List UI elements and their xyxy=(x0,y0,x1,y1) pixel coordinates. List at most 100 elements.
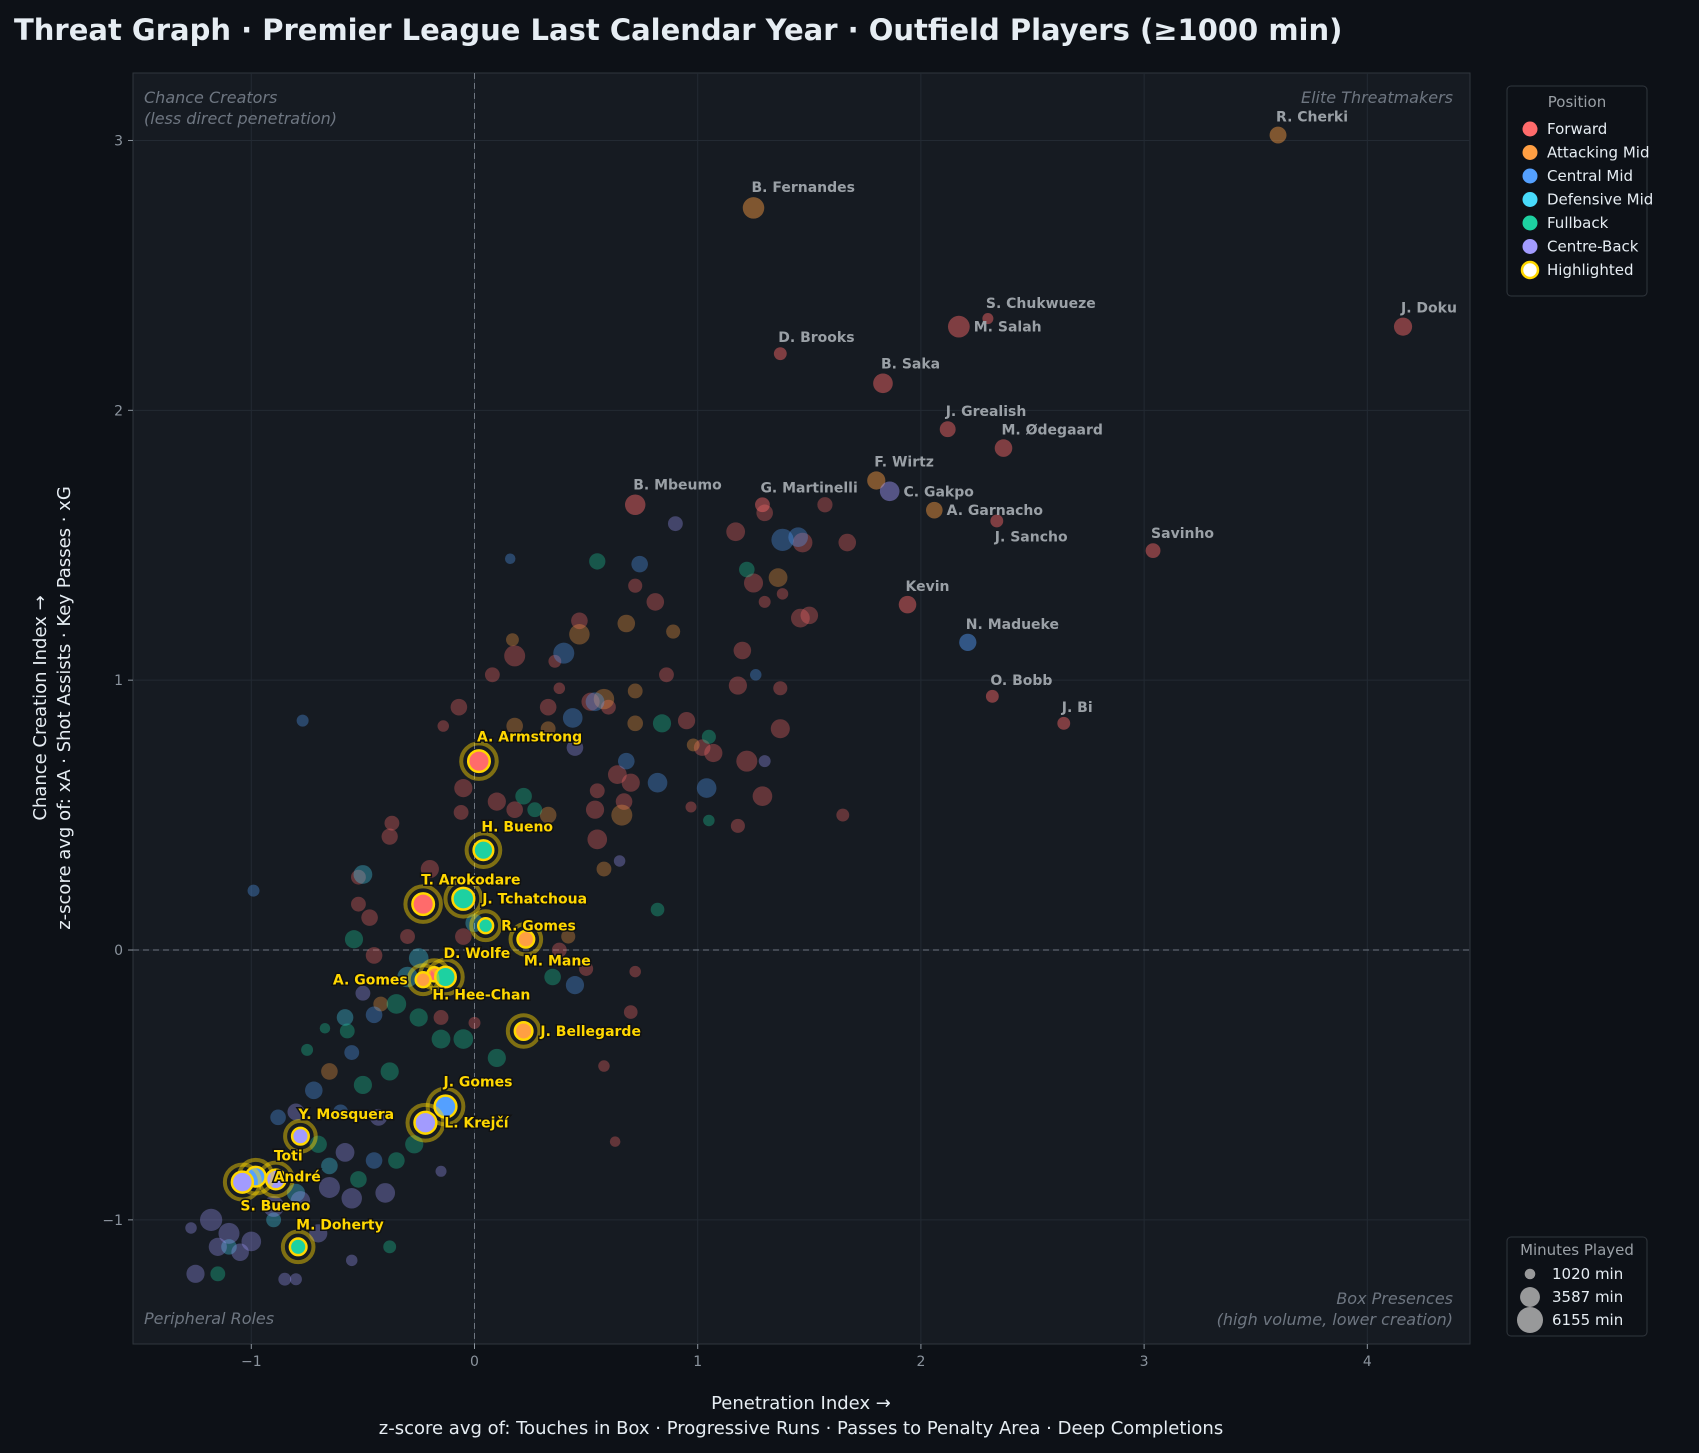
player-point xyxy=(397,966,418,988)
highlighted-player-label: D. Wolfe xyxy=(443,946,510,962)
legend-marker-centre-back xyxy=(1522,239,1538,254)
position-legend: Position Forward Attacking Mid Central Mid D… xyxy=(1506,85,1653,297)
player-label: S. Chukwueze xyxy=(986,296,1096,312)
player-point xyxy=(728,676,747,695)
quadrant-label-bottom-left: Peripheral Roles xyxy=(144,1309,274,1328)
player-point xyxy=(704,743,723,763)
highlighted-player-point xyxy=(451,886,476,911)
labeled-player-point xyxy=(1145,543,1161,559)
player-point xyxy=(365,1152,383,1169)
player-point xyxy=(351,869,366,885)
player-point xyxy=(290,1191,311,1211)
player-point xyxy=(562,708,583,728)
legend-label: Highlighted xyxy=(1547,261,1633,279)
minutes-legend: Minutes Played 1020 min 3587 min 6155 min xyxy=(1506,1236,1648,1337)
legend-marker-central-mid xyxy=(1522,168,1538,184)
legend-box xyxy=(1506,85,1648,297)
player-point xyxy=(617,752,635,770)
player-point xyxy=(381,828,398,845)
highlight-halo xyxy=(222,1162,262,1202)
labeled-player-point xyxy=(879,481,900,502)
player-point xyxy=(540,721,556,737)
player-point xyxy=(758,595,771,608)
quadrant-label-top-left: Chance Creators xyxy=(144,88,277,107)
player-point xyxy=(420,859,439,879)
legend-label: Centre-Back xyxy=(1547,238,1639,256)
player-point xyxy=(339,1023,355,1039)
player-point xyxy=(231,1243,249,1262)
player-point xyxy=(335,1143,355,1162)
player-point xyxy=(621,773,640,792)
highlighted-player-point xyxy=(411,892,436,917)
highlight-halo xyxy=(508,921,544,957)
legend-marker-defensive-mid xyxy=(1522,192,1538,207)
player-label: J. Grealish xyxy=(945,404,1027,420)
axis-ticks: −1 0 1 2 3 4 −1 0 1 2 3 xyxy=(102,133,1372,1370)
player-point xyxy=(309,1135,327,1153)
labeled-player-point xyxy=(959,633,977,652)
highlighted-player-point xyxy=(513,1020,534,1042)
highlighted-player-label: H. Bueno xyxy=(481,819,553,835)
y-tick-label: 3 xyxy=(114,133,123,149)
legend-label: Forward xyxy=(1547,120,1607,138)
player-point xyxy=(627,683,643,699)
player-point xyxy=(405,1135,424,1154)
player-point xyxy=(666,624,681,639)
player-point xyxy=(585,800,605,819)
player-point xyxy=(539,698,557,716)
player-label: F. Wirtz xyxy=(874,454,934,470)
player-point xyxy=(350,1171,367,1188)
labeled-player-point xyxy=(1393,317,1413,336)
legend-label: Central Mid xyxy=(1547,167,1633,185)
highlight-halo xyxy=(459,741,499,781)
player-label: M. Salah xyxy=(974,320,1042,336)
player-point xyxy=(270,1109,286,1126)
player-point xyxy=(565,976,585,995)
legend-marker-forward xyxy=(1522,121,1538,137)
legend-marker-attacking-mid xyxy=(1522,145,1538,160)
player-point xyxy=(453,1029,474,1049)
x-tick-label: −1 xyxy=(241,1354,262,1370)
player-point xyxy=(296,714,309,727)
player-point xyxy=(435,1165,447,1177)
player-point xyxy=(628,578,643,593)
highlighted-player-label: S. Bueno xyxy=(240,1199,310,1215)
player-point xyxy=(383,1240,397,1254)
plot-area xyxy=(132,72,1471,1345)
player-point xyxy=(607,765,627,785)
player-point xyxy=(208,1237,227,1256)
y-tick-label: 2 xyxy=(114,403,123,419)
highlighted-player-label: J. Bellegarde xyxy=(539,1024,641,1040)
highlight-halo xyxy=(464,831,503,869)
player-point xyxy=(484,667,500,683)
highlighted-player-point xyxy=(230,1170,255,1194)
player-point xyxy=(726,522,746,542)
highlighted-player-label: André xyxy=(274,1170,321,1186)
player-point xyxy=(409,1008,428,1027)
x-tick-label: 4 xyxy=(1363,1354,1372,1370)
player-point xyxy=(703,814,715,827)
player-label: C. Gakpo xyxy=(903,484,974,500)
player-point xyxy=(319,1023,331,1034)
player-point xyxy=(736,750,758,772)
player-point xyxy=(527,802,543,818)
player-point xyxy=(455,928,472,945)
player-point xyxy=(686,738,700,752)
player-point xyxy=(596,861,612,877)
legend-label: Defensive Mid xyxy=(1547,191,1653,209)
player-point xyxy=(515,787,532,805)
player-point xyxy=(321,1063,338,1080)
player-point xyxy=(701,729,716,744)
x-tick-label: 3 xyxy=(1140,1354,1149,1370)
player-point xyxy=(617,614,636,633)
player-point xyxy=(487,792,506,811)
player-point xyxy=(792,532,813,553)
legend-label: Attacking Mid xyxy=(1547,144,1649,162)
highlighted-player-point xyxy=(516,929,536,949)
player-point xyxy=(589,783,605,799)
quadrant-label-bottom-right: (high volume, lower creation) xyxy=(1217,1310,1453,1329)
player-point xyxy=(631,555,648,573)
player-point xyxy=(431,1029,451,1049)
highlighted-player-label: J. Tchatchoua xyxy=(481,892,587,908)
player-point xyxy=(749,669,762,681)
